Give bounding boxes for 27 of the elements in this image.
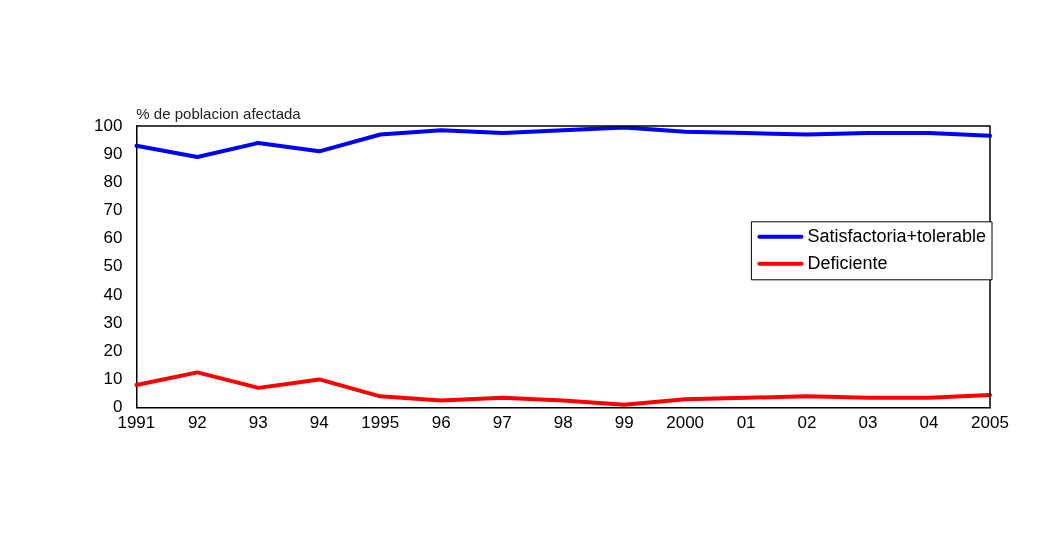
x-tick-label: 99 — [614, 413, 634, 433]
x-tick-label: 96 — [431, 413, 451, 433]
y-tick-label: 70 — [103, 200, 123, 220]
y-axis-title: % de poblacion afectada — [136, 104, 302, 122]
y-tick-label: 50 — [103, 256, 123, 276]
y-tick-label: 60 — [103, 228, 123, 248]
x-tick-label: 94 — [309, 413, 329, 433]
x-tick-label: 97 — [492, 413, 512, 433]
x-tick-label: 92 — [187, 413, 207, 433]
y-tick-label: 20 — [103, 340, 123, 360]
x-tick-label: 01 — [736, 413, 756, 433]
x-tick-label: 98 — [553, 413, 573, 433]
y-tick-label: 30 — [103, 312, 123, 332]
x-tick-label: 2005 — [971, 413, 1009, 433]
legend-label: Satisfactoria+tolerable — [807, 225, 987, 246]
y-tick-label: 100 — [93, 115, 123, 135]
x-tick-label: 93 — [248, 413, 268, 433]
x-tick-label: 02 — [797, 413, 817, 433]
y-tick-label: 90 — [103, 143, 123, 163]
x-tick-label: 03 — [858, 413, 878, 433]
x-tick-label: 1995 — [361, 413, 400, 433]
y-tick-label: 10 — [103, 369, 123, 389]
legend-label: Deficiente — [807, 252, 888, 273]
x-tick-label: 04 — [919, 413, 939, 433]
x-tick-label: 2000 — [666, 413, 705, 433]
y-tick-label: 80 — [103, 172, 123, 192]
y-tick-label: 40 — [103, 284, 123, 304]
